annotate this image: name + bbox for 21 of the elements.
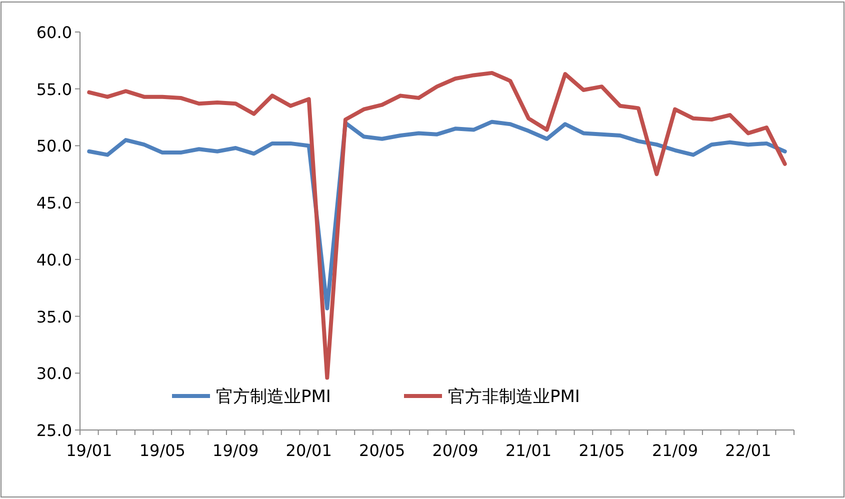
x-tick-label: 20/09 <box>432 441 478 460</box>
x-tick-label: 21/01 <box>505 441 552 460</box>
x-tick-label: 20/01 <box>286 441 332 460</box>
y-tick-label: 50.0 <box>36 136 72 156</box>
line-series <box>87 70 787 380</box>
y-tick-label: 60.0 <box>36 23 72 42</box>
y-tick-label: 30.0 <box>36 364 72 384</box>
x-tick-label: 19/09 <box>212 441 259 460</box>
x-tick-label: 22/01 <box>725 441 772 460</box>
y-tick-label: 25.0 <box>36 421 72 440</box>
y-tick-label: 55.0 <box>36 80 72 99</box>
legend-label: 官方制造业PMI <box>216 387 331 407</box>
legend-label: 官方非制造业PMI <box>448 387 580 407</box>
x-tick-label: 21/09 <box>652 441 698 460</box>
x-tick-label: 19/01 <box>66 441 112 460</box>
y-tick-label: 40.0 <box>36 250 72 270</box>
y-tick-label: 35.0 <box>36 307 72 326</box>
x-tick-label: 19/05 <box>139 441 186 460</box>
y-tick-label: 45.0 <box>36 194 72 213</box>
x-tick-label: 21/05 <box>578 441 625 460</box>
x-tick-label: 20/05 <box>359 441 406 460</box>
